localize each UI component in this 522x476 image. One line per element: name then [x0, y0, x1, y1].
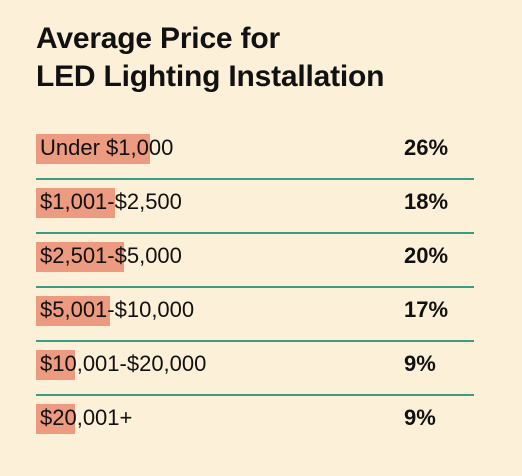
- bar: [36, 404, 76, 434]
- bar-rows: Under $1,000 26% $1,001-$2,500 18% $2,501-$5…: [36, 126, 474, 450]
- value-label: 9%: [404, 351, 436, 376]
- bar: [36, 296, 111, 326]
- bar-row: $2,501-$5,000 20%: [36, 234, 474, 288]
- value-label: 26%: [404, 135, 449, 160]
- value-label: 9%: [404, 405, 436, 430]
- bar: [36, 134, 150, 164]
- category-label: $2,501-$5,000: [40, 243, 182, 268]
- bar: [36, 350, 76, 380]
- category-label: $5,001-$10,000: [40, 297, 195, 322]
- category-label: Under $1,000: [40, 135, 174, 160]
- value-label: 20%: [404, 243, 449, 268]
- bar-row: $20,001+ 9%: [36, 396, 474, 450]
- bar-row: $10,001-$20,000 9%: [36, 342, 474, 396]
- bar-row: $5,001-$10,000 17%: [36, 288, 474, 342]
- category-label: $20,001+: [40, 405, 133, 430]
- chart-title-line-2: LED Lighting Installation: [36, 60, 385, 93]
- value-label: 18%: [404, 189, 449, 214]
- chart-title: Average Price for LED Lighting Installat…: [36, 20, 385, 96]
- bar-row: $1,001-$2,500 18%: [36, 180, 474, 234]
- category-label: $1,001-$2,500: [40, 189, 182, 214]
- bar: [36, 242, 124, 272]
- value-label: 17%: [404, 297, 449, 322]
- bar-row: Under $1,000 26%: [36, 126, 474, 180]
- chart-title-line-1: Average Price for: [36, 22, 280, 55]
- category-label: $10,001-$20,000: [40, 351, 207, 376]
- bar: [36, 188, 115, 218]
